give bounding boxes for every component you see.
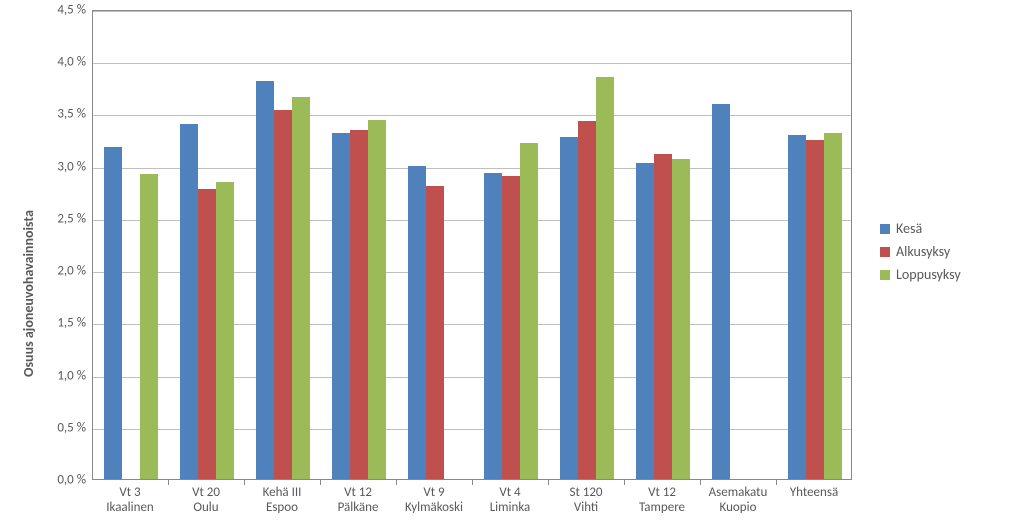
y-tick-label: 4,5 %: [57, 3, 86, 18]
y-tick-label: 1,5 %: [57, 316, 86, 331]
x-tick-label: Yhteensä: [774, 486, 854, 501]
gridline: [93, 168, 851, 169]
legend-item: Alkusyksy: [880, 243, 961, 260]
plot-area: [92, 10, 852, 480]
x-tick-label: Vt 4Liminka: [470, 486, 550, 516]
legend-swatch: [880, 270, 890, 280]
bar: [104, 147, 122, 479]
legend-swatch: [880, 224, 890, 234]
bar: [578, 121, 596, 479]
bar: [180, 124, 198, 479]
y-tick-label: 2,0 %: [57, 264, 86, 279]
x-tick-label: AsemakatuKuopio: [698, 486, 778, 516]
gridline: [93, 115, 851, 116]
bar: [596, 77, 614, 479]
bar: [712, 104, 730, 479]
x-tick-mark: [472, 480, 473, 485]
x-tick-label: Vt 20Oulu: [166, 486, 246, 516]
x-tick-mark: [624, 480, 625, 485]
x-tick-mark: [396, 480, 397, 485]
bar: [216, 182, 234, 479]
legend-item: Loppusyksy: [880, 266, 961, 283]
bar: [484, 173, 502, 479]
x-tick-mark: [548, 480, 549, 485]
bar: [368, 120, 386, 479]
bar: [636, 163, 654, 479]
x-tick-label: Vt 12Tampere: [622, 486, 702, 516]
y-tick-label: 3,5 %: [57, 107, 86, 122]
bar: [806, 140, 824, 479]
y-tick-label: 0,0 %: [57, 473, 86, 488]
legend-swatch: [880, 247, 890, 257]
x-tick-label: Kehä IIIEspoo: [242, 486, 322, 516]
y-axis-label: Osuus ajoneuvohavainnoista: [20, 210, 37, 377]
legend-label: Alkusyksy: [896, 243, 950, 260]
y-tick-label: 4,0 %: [57, 55, 86, 70]
bar: [520, 143, 538, 479]
bar: [426, 186, 444, 479]
bar: [560, 137, 578, 479]
y-tick-label: 0,5 %: [57, 420, 86, 435]
bar: [140, 174, 158, 479]
bar: [654, 154, 672, 479]
legend-label: Kesä: [896, 220, 922, 237]
legend-item: Kesä: [880, 220, 961, 237]
gridline: [93, 63, 851, 64]
x-tick-mark: [320, 480, 321, 485]
bar: [788, 135, 806, 479]
bar-chart: Osuus ajoneuvohavainnoista Kesä Alkusyksy…: [0, 0, 1023, 531]
x-tick-mark: [776, 480, 777, 485]
x-tick-mark: [168, 480, 169, 485]
x-tick-label: Vt 12Pälkäne: [318, 486, 398, 516]
y-tick-label: 3,0 %: [57, 159, 86, 174]
y-tick-label: 2,5 %: [57, 211, 86, 226]
y-tick-label: 1,0 %: [57, 368, 86, 383]
x-tick-label: Vt 3Ikaalinen: [90, 486, 170, 516]
bar: [502, 176, 520, 479]
bar: [198, 189, 216, 479]
bar: [256, 81, 274, 479]
bar: [332, 133, 350, 479]
x-tick-mark: [244, 480, 245, 485]
legend-label: Loppusyksy: [896, 266, 961, 283]
x-tick-label: Vt 9Kylmäkoski: [394, 486, 474, 516]
bar: [292, 97, 310, 479]
bar: [672, 159, 690, 479]
gridline: [93, 11, 851, 12]
x-tick-mark: [700, 480, 701, 485]
x-tick-label: St 120Vihti: [546, 486, 626, 516]
bar: [824, 133, 842, 479]
bar: [350, 130, 368, 479]
bar: [274, 110, 292, 479]
bar: [408, 166, 426, 479]
legend: Kesä Alkusyksy Loppusyksy: [880, 220, 961, 289]
